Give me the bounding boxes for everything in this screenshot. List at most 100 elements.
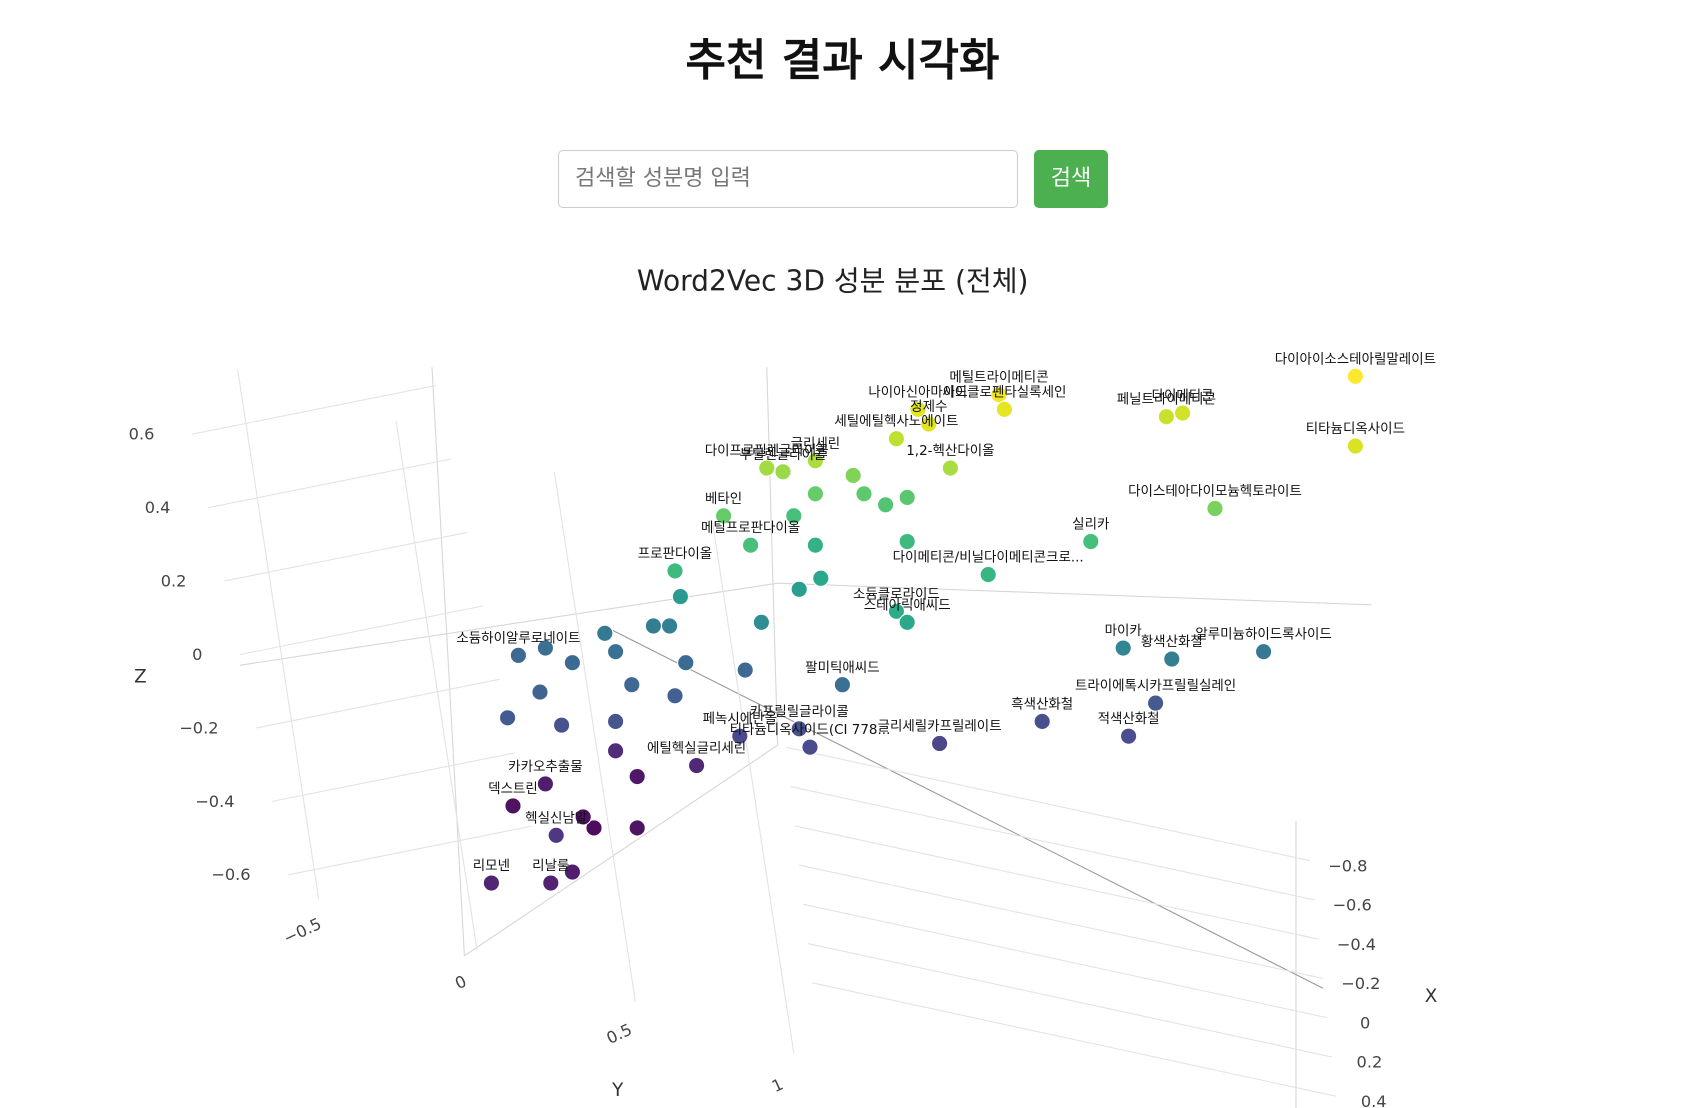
point xyxy=(758,459,776,477)
grid-line xyxy=(790,786,1315,901)
point xyxy=(504,797,522,815)
point xyxy=(833,676,852,694)
point xyxy=(542,874,560,892)
point xyxy=(920,415,938,433)
point-label: 리날룰 xyxy=(532,858,569,874)
x-tick-label: 0 xyxy=(1360,1013,1370,1032)
point-label: 1,2-헥산다이올 xyxy=(906,443,994,459)
point-label: 에틸헥실글리세린 xyxy=(647,741,746,757)
point-label: 메틸트라이메티콘 xyxy=(949,370,1048,386)
point xyxy=(644,617,663,635)
point xyxy=(995,400,1014,418)
point xyxy=(1119,727,1138,745)
point xyxy=(552,716,571,734)
grid-line xyxy=(395,420,478,951)
grid-line xyxy=(786,746,1311,862)
chart-title: Word2Vec 3D 성분 분포 (전체) xyxy=(637,265,1029,298)
point xyxy=(666,562,684,580)
point xyxy=(887,430,906,448)
grid-line xyxy=(288,825,532,876)
point-label: 부틸렌글라이콜 xyxy=(740,447,827,463)
z-tick-label: −0.2 xyxy=(179,718,218,737)
search-input[interactable]: 검색할 성분명 입력 xyxy=(558,150,1018,208)
point xyxy=(1346,437,1365,455)
point xyxy=(628,767,646,786)
point-label: 베타인 xyxy=(705,491,742,507)
point xyxy=(1254,643,1273,661)
grid-line xyxy=(712,523,795,1054)
point xyxy=(930,734,949,753)
point-label: 프로판다이올 xyxy=(638,546,712,562)
point-label: 카프릴릴글라이콜 xyxy=(750,704,849,720)
axis-box xyxy=(239,367,1372,1108)
point xyxy=(990,386,1008,404)
point xyxy=(671,587,690,606)
point xyxy=(531,683,549,701)
point xyxy=(536,775,555,793)
point xyxy=(482,874,501,892)
point xyxy=(876,496,895,514)
point-label: 세틸에틸헥사노에이트 xyxy=(834,414,958,430)
point xyxy=(1114,639,1132,657)
x-tick-label: −0.4 xyxy=(1337,935,1376,954)
point xyxy=(801,738,819,756)
grid-line xyxy=(812,982,1337,1097)
point-label: 글리세릴카프릴레이트 xyxy=(878,719,1002,735)
point xyxy=(1206,499,1224,518)
point-label: 카카오추출물 xyxy=(508,759,582,775)
x-tick-label: −0.2 xyxy=(1341,974,1380,993)
page-title: 추천 결과 시각화 xyxy=(685,35,1000,86)
point xyxy=(563,654,582,672)
point xyxy=(806,485,825,503)
grid-line xyxy=(807,943,1332,1058)
point-label: 다이메티콘/비닐다이메티콘크로... xyxy=(893,550,1084,566)
point-label: 알루미늄하이드록사이드 xyxy=(1195,627,1331,643)
point xyxy=(785,507,803,525)
grid-line xyxy=(803,903,1328,1019)
z-tick-label: 0 xyxy=(192,645,202,664)
point-label: 실리카 xyxy=(1072,517,1109,533)
point xyxy=(606,712,625,731)
search-button[interactable]: 검색 xyxy=(1034,150,1108,208)
point-label: 적색산화철 xyxy=(1098,711,1160,727)
grid-line xyxy=(208,458,452,509)
point xyxy=(812,569,830,587)
point xyxy=(898,613,916,631)
x-axis-title: X xyxy=(1425,986,1438,1007)
point-label: 팔미틱애씨드 xyxy=(805,660,879,676)
point-label: 소듐클로라이드 xyxy=(853,586,940,602)
point-label: 헥실신남알 xyxy=(525,810,587,826)
point xyxy=(979,565,997,584)
point xyxy=(898,532,916,551)
point xyxy=(623,676,641,694)
point xyxy=(844,466,862,485)
point xyxy=(563,863,582,881)
grid-line xyxy=(224,531,468,582)
x-tick-label: 0.4 xyxy=(1361,1092,1387,1108)
point xyxy=(1082,532,1100,551)
x-tick-label: 0.2 xyxy=(1357,1053,1383,1072)
point xyxy=(574,808,592,826)
grid-line xyxy=(192,385,436,435)
point-label: 다이프로필렌글라이콜 xyxy=(705,443,829,459)
point xyxy=(714,507,733,525)
z-tick-label: 0.2 xyxy=(161,571,187,590)
point-label: 스테아릭애씨드 xyxy=(864,597,951,613)
axis-line xyxy=(604,625,1324,989)
y-tick-label: −0.5 xyxy=(281,914,325,948)
point xyxy=(687,756,706,775)
point xyxy=(585,819,603,837)
point xyxy=(790,580,808,598)
point xyxy=(855,485,873,503)
point-label: 다이메티콘 xyxy=(1152,388,1214,404)
point xyxy=(677,654,695,672)
point-label: 마이카 xyxy=(1105,623,1142,639)
y-axis-title: Y xyxy=(611,1080,624,1101)
point xyxy=(806,452,825,470)
point-label: 페녹시에탄올 xyxy=(703,711,777,727)
point-label: 황색산화철 xyxy=(1141,634,1203,650)
point xyxy=(509,646,528,664)
z-axis-title: Z xyxy=(134,667,147,688)
point xyxy=(1146,694,1165,712)
